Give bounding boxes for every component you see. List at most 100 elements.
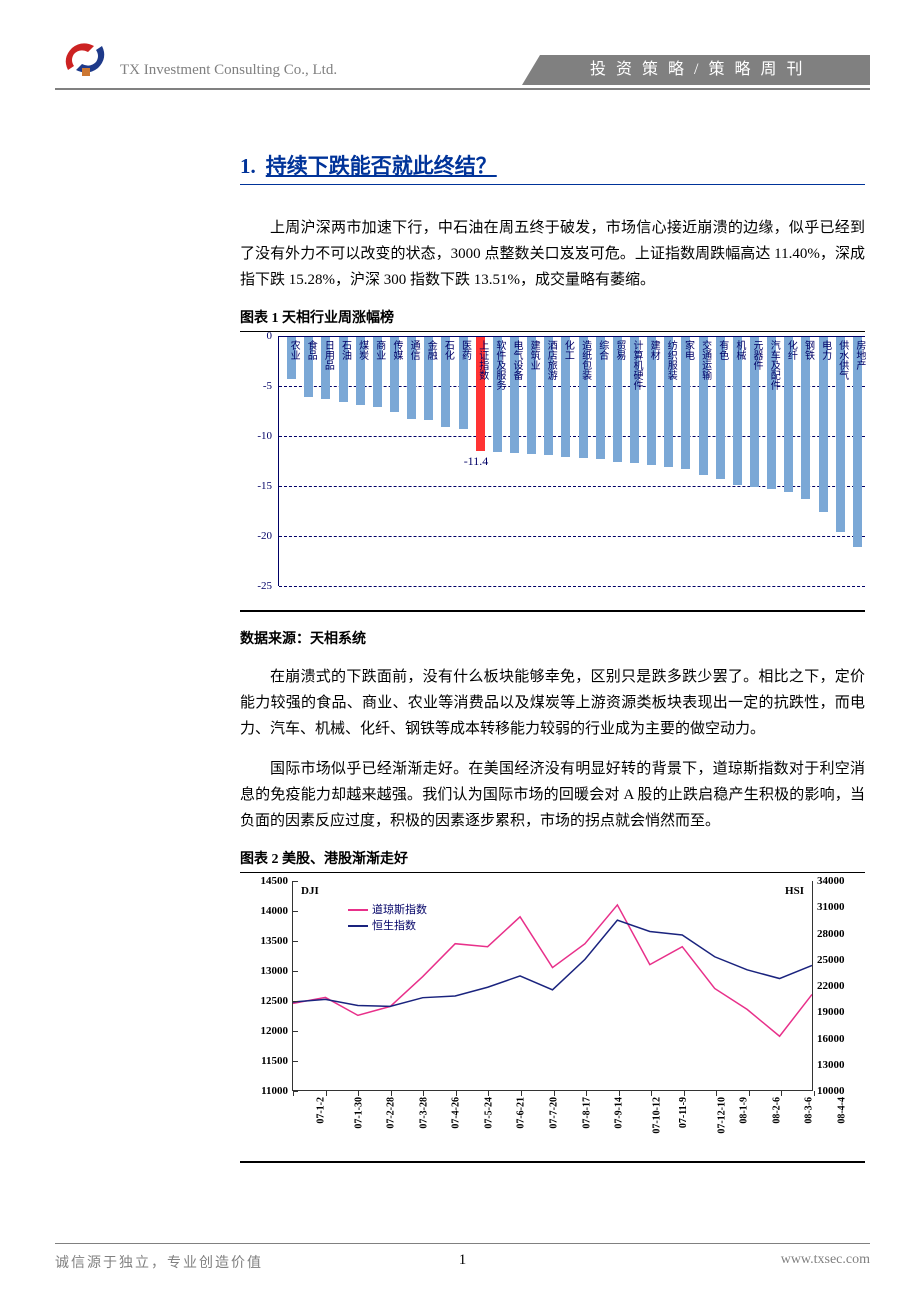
chart-1-category-label: 农业 [286, 340, 301, 360]
chart-2-caption: 图表 2 美股、港股渐渐走好 [240, 848, 865, 873]
chart-2-xtick: 07-8-17 [581, 1097, 592, 1129]
footer-url: www.txsec.com [781, 1252, 870, 1268]
chart-1-ytick: -20 [257, 530, 272, 542]
company-logo [60, 38, 110, 78]
chart-1-category-label: 房地产 [852, 340, 867, 370]
chart-2-left-ytick: 14500 [240, 875, 288, 887]
chart-2-container: DJI HSI 道琼斯指数 恒生指数 145001400013500130001… [240, 877, 865, 1163]
header-rule [55, 88, 870, 90]
header-category: 投 资 策 略 / 策 略 周 刊 [540, 55, 870, 85]
chart-1-category-label: 造纸包装 [578, 340, 593, 380]
chart-1-category-label: 煤炭 [355, 340, 370, 360]
chart-1-category-label: 软件及服务 [492, 340, 507, 390]
chart-1-category-label: 化纤 [783, 340, 798, 360]
header-decoration [522, 55, 540, 85]
page-footer: 诚信源于独立，专业创造价值 1 www.txsec.com [55, 1243, 870, 1272]
chart-2-xtick: 08-1-9 [739, 1097, 750, 1124]
chart-2-line-chart: DJI HSI 道琼斯指数 恒生指数 145001400013500130001… [240, 877, 865, 1157]
chart-1-category-label: 综合 [595, 340, 610, 360]
chart-2-xtick: 07-9-14 [614, 1097, 625, 1129]
chart-2-xtick: 07-1-30 [353, 1097, 364, 1129]
chart-1-bar-chart: 0-5-10-15-20-25 农业食品日用品石油煤炭商业传媒通信金融石化医药上… [240, 336, 865, 606]
chart-1-caption: 图表 1 天相行业周涨幅榜 [240, 307, 865, 332]
chart-2-xtick: 07-7-20 [549, 1097, 560, 1129]
chart-1-container: 0-5-10-15-20-25 农业食品日用品石油煤炭商业传媒通信金融石化医药上… [240, 336, 865, 612]
chart-1-category-label: 家电 [680, 340, 695, 360]
chart-2-left-ytick: 13500 [240, 935, 288, 947]
chart-2-xtick: 07-1-2 [316, 1097, 327, 1124]
chart-2-xtick: 07-2-28 [386, 1097, 397, 1129]
chart-1-source: 数据来源：天相系统 [240, 628, 865, 648]
chart-1-category-label: 金融 [423, 340, 438, 360]
chart-2-left-ytick: 12500 [240, 995, 288, 1007]
chart-1-ytick: -15 [257, 480, 272, 492]
section-1-title: 1. 持续下跌能否就此终结？ [240, 150, 865, 185]
chart-2-xtick: 07-10-12 [651, 1097, 662, 1134]
chart-1-category-label: 机械 [732, 340, 747, 360]
chart-2-right-ytick: 28000 [817, 928, 865, 940]
chart-2-left-ytick: 11500 [240, 1055, 288, 1067]
chart-1-category-label: 元器件 [749, 340, 764, 370]
chart-1-category-label: 日用品 [320, 340, 335, 370]
paragraph-2: 在崩溃式的下跌面前，没有什么板块能够幸免，区别只是跌多跌少罢了。相比之下，定价能… [240, 664, 865, 742]
chart-2-xtick: 07-12-10 [716, 1097, 727, 1134]
chart-1-category-label: 石油 [338, 340, 353, 360]
chart-2-right-ytick: 10000 [817, 1085, 865, 1097]
section-number: 1. [240, 154, 256, 178]
chart-2-left-ytick: 14000 [240, 905, 288, 917]
chart-2-right-ytick: 19000 [817, 1006, 865, 1018]
chart-1-ytick: -5 [263, 380, 272, 392]
chart-1-category-label: 化工 [560, 340, 575, 360]
chart-1-ytick: -10 [257, 430, 272, 442]
chart-1-category-label: 食品 [303, 340, 318, 360]
chart-1-category-label: 交通运输 [698, 340, 713, 380]
paragraph-1: 上周沪深两市加速下行，中石油在周五终于破发，市场信心接近崩溃的边缘，似乎已经到了… [240, 215, 865, 293]
chart-1-category-label: 电气设备 [509, 340, 524, 380]
chart-1-category-label: 医药 [458, 340, 473, 360]
chart-1-category-label: 汽车及配件 [766, 340, 781, 390]
paragraph-3: 国际市场似乎已经渐渐走好。在美国经济没有明显好转的背景下，道琼斯指数对于利空消息… [240, 756, 865, 834]
chart-1-ytick: -25 [257, 580, 272, 592]
chart-2-xtick: 08-2-6 [772, 1097, 783, 1124]
chart-2-left-ytick: 11000 [240, 1085, 288, 1097]
chart-1-category-label: 钢铁 [800, 340, 815, 360]
chart-1-ytick: 0 [267, 330, 273, 342]
chart-1-category-label: 计算机硬件 [629, 340, 644, 390]
chart-1-bar [801, 337, 810, 499]
chart-2-xtick: 08-3-6 [804, 1097, 815, 1124]
chart-1-category-label: 石化 [440, 340, 455, 360]
chart-1-category-label: 有色 [715, 340, 730, 360]
chart-2-right-ytick: 16000 [817, 1033, 865, 1045]
chart-2-left-ytick: 13000 [240, 965, 288, 977]
chart-1-category-label: 贸易 [612, 340, 627, 360]
section-heading: 持续下跌能否就此终结？ [266, 154, 497, 178]
chart-1-category-label: 通信 [406, 340, 421, 360]
page-header: TX Investment Consulting Co., Ltd. 投 资 策… [0, 0, 920, 90]
chart-1-category-label: 建材 [646, 340, 661, 360]
chart-1-category-label: 上证指数 [475, 340, 490, 380]
chart-2-line [293, 905, 812, 1036]
chart-1-category-label: 纺织服装 [663, 340, 678, 380]
chart-2-xtick: 07-4-26 [451, 1097, 462, 1129]
company-name: TX Investment Consulting Co., Ltd. [120, 62, 337, 79]
chart-1-bar [784, 337, 793, 492]
chart-1-bar [819, 337, 828, 512]
chart-1-category-label: 建筑业 [526, 340, 541, 370]
main-content: 1. 持续下跌能否就此终结？ 上周沪深两市加速下行，中石油在周五终于破发，市场信心… [0, 90, 920, 1163]
chart-1-category-label: 传媒 [389, 340, 404, 360]
page-number: 1 [459, 1252, 467, 1269]
chart-2-right-ytick: 13000 [817, 1059, 865, 1071]
chart-2-right-ytick: 31000 [817, 901, 865, 913]
chart-2-xtick: 07-3-28 [418, 1097, 429, 1129]
chart-2-right-ytick: 34000 [817, 875, 865, 887]
chart-2-right-ytick: 22000 [817, 980, 865, 992]
chart-1-category-label: 电力 [818, 340, 833, 360]
chart-2-left-ytick: 12000 [240, 1025, 288, 1037]
chart-1-category-label: 供水供气 [835, 340, 850, 380]
chart-2-xtick: 07-5-24 [483, 1097, 494, 1129]
chart-2-xtick: 07-11-9 [678, 1097, 689, 1128]
chart-2-xtick: 08-4-4 [837, 1097, 848, 1124]
chart-2-right-ytick: 25000 [817, 954, 865, 966]
chart-2-xtick: 07-6-21 [516, 1097, 527, 1129]
chart-1-category-label: 酒店旅游 [543, 340, 558, 380]
